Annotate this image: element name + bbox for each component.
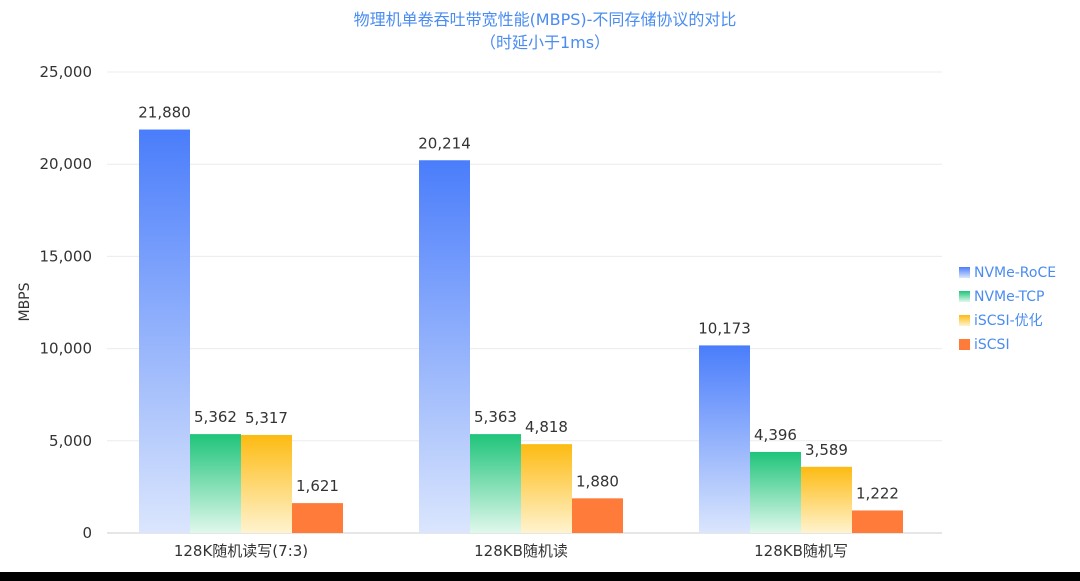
data-label: 1,621 [296, 477, 339, 495]
y-tick-label: 25,000 [40, 63, 93, 81]
legend-swatch [959, 291, 970, 302]
legend-swatch [959, 339, 970, 350]
bar [699, 345, 750, 533]
chart-title: 物理机单卷吞吐带宽性能(MBPS)-不同存储协议的对比 [354, 10, 737, 29]
bottom-strip [0, 572, 1080, 581]
data-label: 3,589 [805, 441, 848, 459]
y-tick-label: 10,000 [40, 340, 93, 358]
data-label: 1,880 [576, 472, 619, 490]
legend-item[interactable]: iSCSI [959, 337, 1010, 353]
bar [750, 451, 801, 533]
bars [139, 129, 903, 533]
y-tick-label: 20,000 [40, 155, 93, 173]
chart-subtitle: （时延小于1ms） [480, 33, 610, 52]
legend-label: iSCSI [974, 337, 1010, 353]
data-label: 1,222 [856, 484, 899, 502]
value-labels: 21,880 5,362 5,317 1,621 20,214 5,363 4,818 1,8… [138, 104, 899, 503]
data-label: 5,363 [474, 408, 517, 426]
bar [241, 434, 292, 533]
y-axis-title: MBPS [17, 282, 33, 321]
legend-item[interactable]: NVMe-RoCE [959, 265, 1056, 281]
x-tick-label: 128K随机读写(7:3) [174, 542, 308, 560]
bar [852, 510, 903, 533]
data-label: 5,317 [245, 409, 288, 427]
data-label: 4,818 [525, 418, 568, 436]
x-tick-label: 128KB随机读 [474, 542, 568, 560]
bar [190, 434, 241, 533]
data-label: 10,173 [698, 319, 751, 337]
y-tick-label: 15,000 [40, 247, 93, 265]
legend: NVMe-RoCE NVMe-TCP iSCSI-优化 iSCSI [959, 265, 1056, 353]
bar [292, 503, 343, 533]
legend-label: iSCSI-优化 [974, 313, 1043, 329]
x-axis-ticks: 128K随机读写(7:3) 128KB随机读 128KB随机写 [174, 542, 848, 560]
data-label: 5,362 [194, 408, 237, 426]
data-label: 20,214 [418, 134, 471, 152]
bar [521, 444, 572, 533]
bar [139, 129, 190, 533]
legend-swatch [959, 315, 970, 326]
bar [572, 498, 623, 533]
bar [470, 434, 521, 533]
y-tick-label: 0 [82, 524, 92, 542]
y-axis-ticks: 0 5,000 10,000 15,000 20,000 25,000 [40, 63, 93, 542]
legend-label: NVMe-TCP [974, 289, 1044, 305]
legend-label: NVMe-RoCE [974, 265, 1056, 281]
legend-swatch [959, 267, 970, 278]
data-label: 4,396 [754, 426, 797, 444]
bar [801, 466, 852, 533]
x-tick-label: 128KB随机写 [754, 542, 848, 560]
bar [419, 160, 470, 533]
legend-item[interactable]: NVMe-TCP [959, 289, 1044, 305]
data-label: 21,880 [138, 104, 191, 122]
y-tick-label: 5,000 [49, 432, 92, 450]
legend-item[interactable]: iSCSI-优化 [959, 313, 1043, 329]
